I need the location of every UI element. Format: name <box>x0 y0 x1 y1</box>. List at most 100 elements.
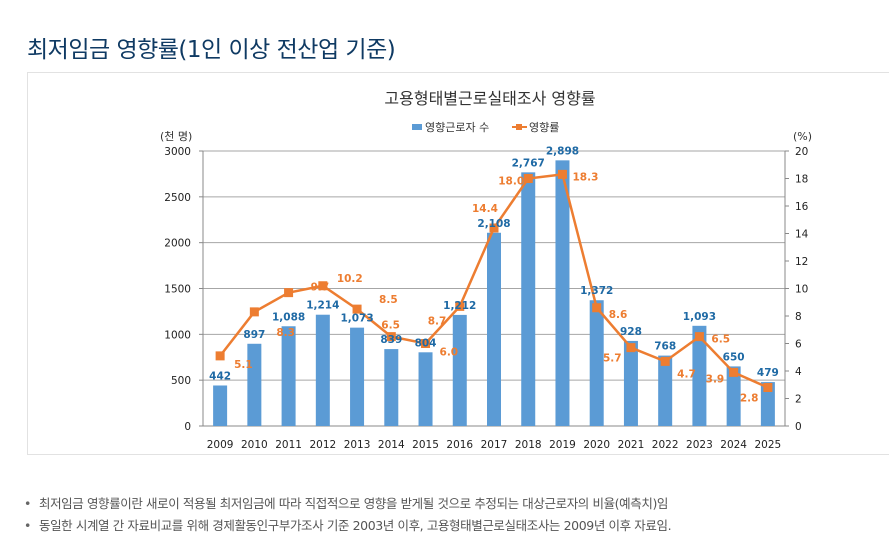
bar <box>692 325 707 426</box>
x-tick-label: 2009 <box>207 439 234 451</box>
legend-line-marker <box>516 124 522 130</box>
rate-data-label: 9.7 <box>311 282 330 294</box>
rate-marker <box>763 383 773 392</box>
rate-data-label: 10.2 <box>337 273 363 285</box>
x-tick-label: 2025 <box>755 439 782 451</box>
right-tick-label: 16 <box>795 201 809 213</box>
right-tick-label: 12 <box>795 256 808 268</box>
bar-data-label: 442 <box>209 370 231 382</box>
bar-data-label: 928 <box>620 326 642 338</box>
bar <box>521 172 536 426</box>
notes-list: 최저임금 영향률이란 새로이 적용될 최저임금에 따라 직접적으로 영향을 받게… <box>24 494 672 538</box>
legend-bar-swatch <box>412 124 422 130</box>
bar <box>315 314 330 426</box>
rate-data-label: 14.4 <box>472 203 498 215</box>
bar <box>281 326 296 426</box>
rate-data-label: 18.0 <box>498 176 524 188</box>
rate-data-label: 6.5 <box>711 334 730 346</box>
bar-data-label: 650 <box>723 351 745 363</box>
bar-data-label: 804 <box>415 337 437 349</box>
rate-marker <box>352 304 362 314</box>
bar <box>384 349 399 426</box>
bar-data-label: 479 <box>757 367 779 379</box>
rate-marker <box>557 169 567 179</box>
x-tick-label: 2020 <box>583 439 610 451</box>
rate-marker <box>489 223 499 233</box>
bar-data-label: 897 <box>243 329 265 341</box>
x-tick-label: 2016 <box>446 439 473 451</box>
bar-data-label: 1,093 <box>683 311 716 323</box>
rate-data-label: 8.3 <box>276 327 295 339</box>
right-axis-label: (%) <box>793 130 812 143</box>
rate-data-label: 8.6 <box>609 309 628 321</box>
x-tick-label: 2010 <box>241 439 268 451</box>
left-tick-label: 1000 <box>164 329 191 341</box>
x-tick-label: 2024 <box>720 439 747 451</box>
rate-marker <box>455 301 465 311</box>
rate-marker <box>592 303 602 313</box>
bar-data-label: 839 <box>380 334 402 346</box>
x-tick-label: 2015 <box>412 439 439 451</box>
rate-marker <box>660 356 670 366</box>
rate-data-label: 6.0 <box>440 347 459 359</box>
rate-marker <box>284 288 294 298</box>
rate-data-label: 5.7 <box>603 353 622 365</box>
left-tick-label: 3000 <box>164 146 191 158</box>
right-tick-label: 2 <box>795 394 802 406</box>
right-tick-label: 10 <box>795 284 808 296</box>
bar <box>623 340 638 426</box>
left-tick-label: 2000 <box>164 238 191 250</box>
x-tick-label: 2021 <box>618 439 645 451</box>
rate-data-label: 4.7 <box>677 368 696 380</box>
bar <box>350 327 365 426</box>
right-tick-label: 14 <box>795 229 809 241</box>
rate-marker <box>249 307 259 317</box>
rate-data-label: 8.5 <box>379 294 398 306</box>
bar <box>760 382 775 426</box>
bar <box>589 300 604 426</box>
chart-title: 고용형태별근로실태조사 영향률 <box>384 89 595 108</box>
bar <box>487 232 501 426</box>
rate-data-label: 5.1 <box>234 359 253 371</box>
legend-bar-label: 영향근로자 수 <box>425 121 489 134</box>
note-item: 동일한 시계열 간 자료비교를 위해 경제활동인구부가조사 기준 2003년 이… <box>24 516 672 538</box>
left-tick-label: 2500 <box>164 192 191 204</box>
x-tick-label: 2022 <box>652 439 679 451</box>
bar <box>247 343 262 426</box>
bar-data-label: 2,898 <box>546 145 579 157</box>
bar <box>658 355 673 426</box>
rate-data-label: 3.9 <box>706 373 725 385</box>
rate-data-label: 18.3 <box>572 171 598 183</box>
rate-marker <box>421 339 431 348</box>
page-title: 최저임금 영향률(1인 이상 전산업 기준) <box>27 37 396 63</box>
rate-marker <box>626 343 636 353</box>
bar-data-label: 2,108 <box>477 218 510 230</box>
rate-data-label: 6.5 <box>381 320 400 332</box>
left-tick-label: 500 <box>171 375 191 387</box>
bar <box>555 160 570 426</box>
bar <box>418 352 433 426</box>
right-tick-label: 18 <box>795 174 808 186</box>
bar <box>452 314 467 426</box>
x-tick-label: 2018 <box>515 439 542 451</box>
bar <box>726 366 741 426</box>
left-axis-label: (천 명) <box>160 129 192 143</box>
right-tick-label: 6 <box>795 339 802 351</box>
bar-data-label: 1,212 <box>443 300 476 312</box>
bar-data-label: 2,767 <box>512 157 545 169</box>
right-tick-label: 20 <box>795 146 808 158</box>
rate-marker <box>523 174 533 183</box>
x-tick-label: 2013 <box>344 439 371 451</box>
left-tick-label: 0 <box>184 421 191 433</box>
rate-marker <box>386 332 396 342</box>
x-tick-label: 2012 <box>309 439 336 451</box>
x-tick-label: 2011 <box>275 439 302 451</box>
x-tick-label: 2023 <box>686 439 713 451</box>
x-tick-label: 2014 <box>378 439 405 451</box>
right-tick-label: 4 <box>795 366 802 378</box>
bar-data-label: 1,073 <box>340 313 373 325</box>
bar <box>213 385 228 426</box>
bar-data-label: 768 <box>654 341 676 353</box>
note-item: 최저임금 영향률이란 새로이 적용될 최저임금에 따라 직접적으로 영향을 받게… <box>24 494 671 516</box>
